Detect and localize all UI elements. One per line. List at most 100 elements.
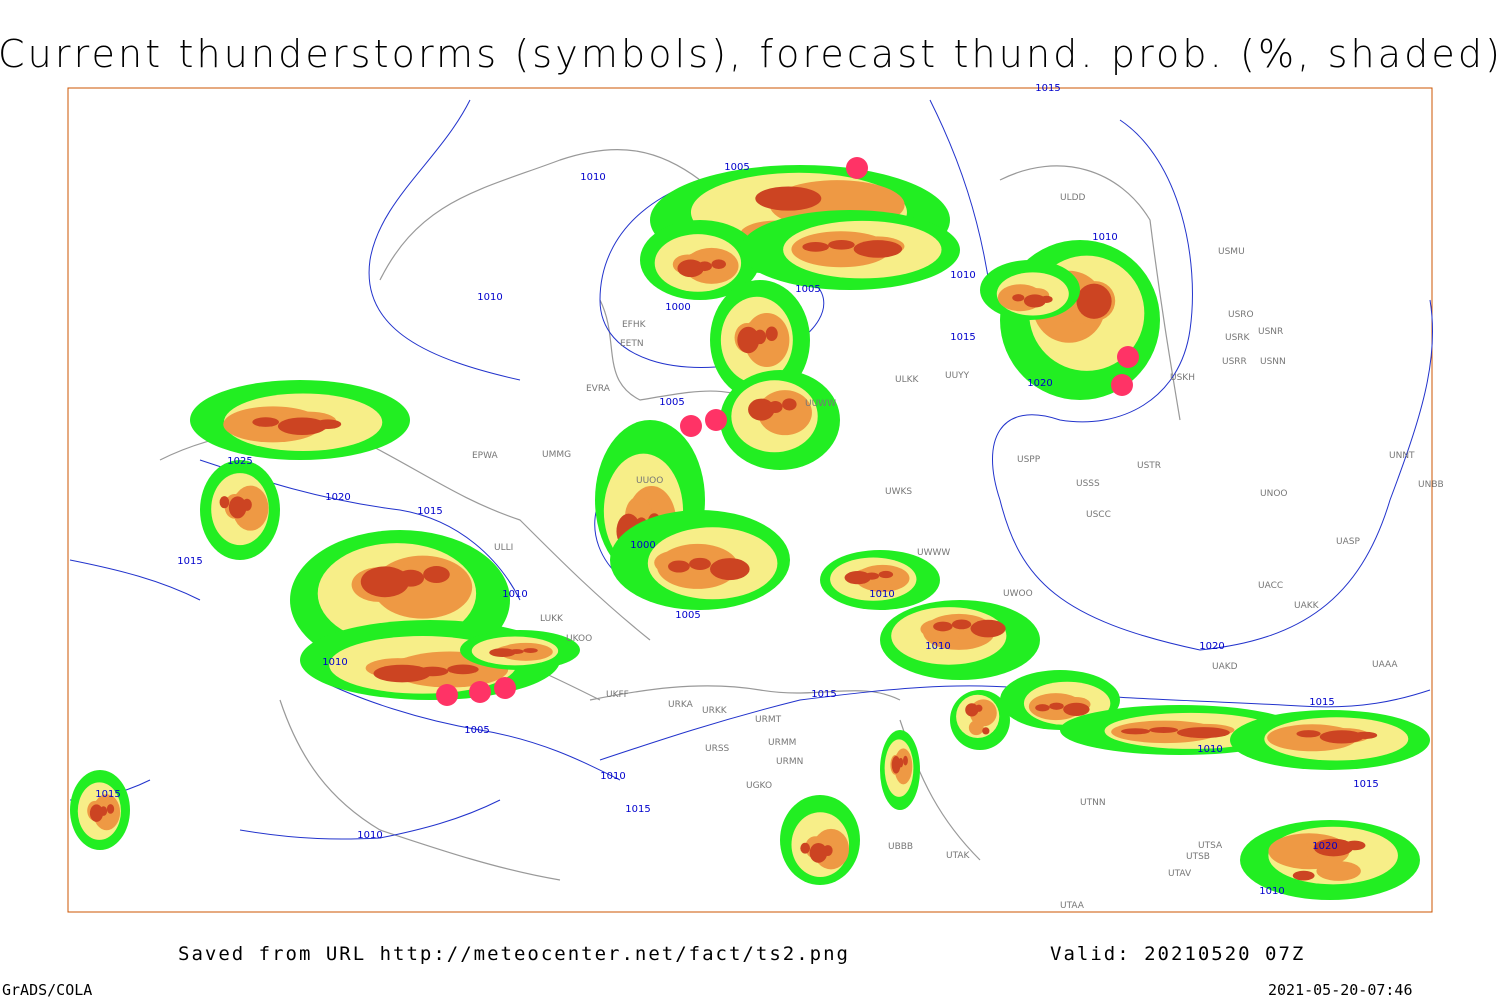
station-label: UTNN xyxy=(1080,798,1106,808)
station-label: UTSA xyxy=(1198,841,1223,851)
isobar-label: 1015 xyxy=(625,804,650,815)
station-label: USCC xyxy=(1086,510,1111,520)
shading-3 xyxy=(219,496,230,509)
station-label: UWWW xyxy=(917,548,950,558)
shading-3 xyxy=(1296,730,1321,738)
isobar-label: 1010 xyxy=(357,830,382,841)
shading-3 xyxy=(314,419,342,429)
station-label: UKFF xyxy=(606,690,629,700)
isobar-label: 1015 xyxy=(1309,697,1334,708)
station-label: ULLI xyxy=(494,543,513,553)
shading-3 xyxy=(828,239,855,250)
station-label: UNOO xyxy=(1260,489,1288,499)
shading-2 xyxy=(1316,861,1361,881)
shading-3 xyxy=(864,572,880,580)
station-label: USRO xyxy=(1228,310,1254,320)
station-label: EETN xyxy=(620,339,644,349)
shading-3 xyxy=(737,326,760,354)
isobar-label: 1000 xyxy=(665,302,690,313)
storm-symbol xyxy=(1111,374,1133,396)
source-url: Saved from URL http://meteocenter.net/fa… xyxy=(178,943,850,965)
shading-3 xyxy=(898,757,904,768)
timestamp: 2021-05-20-07:46 xyxy=(1268,981,1413,999)
isobar-label: 1010 xyxy=(600,771,625,782)
shading-3 xyxy=(242,498,252,511)
isobar-label: 1015 xyxy=(177,556,202,567)
shading-3 xyxy=(975,704,983,712)
shading-3 xyxy=(710,558,750,581)
current-thunderstorm-symbols xyxy=(436,157,1139,706)
shading-3 xyxy=(809,842,828,863)
station-label: UKOO xyxy=(566,634,592,644)
isobar-label: 1010 xyxy=(477,292,502,303)
shading-3 xyxy=(1063,702,1090,716)
shading-3 xyxy=(878,570,894,579)
station-label: URMT xyxy=(755,715,782,725)
station-label: URKA xyxy=(668,700,694,710)
station-label: UAAA xyxy=(1372,660,1398,670)
shading-3 xyxy=(768,400,783,414)
isobar-label: 1010 xyxy=(1197,744,1222,755)
station-label: UAKD xyxy=(1212,662,1238,672)
station-label: URMN xyxy=(776,757,803,767)
station-label: UBBB xyxy=(888,842,913,852)
thunderstorm-probability-shading xyxy=(70,165,1430,900)
station-label: UWKS xyxy=(885,487,912,497)
shading-3 xyxy=(1343,840,1366,851)
isobar-label: 1015 xyxy=(1353,779,1378,790)
isobar-label: 1020 xyxy=(1199,641,1224,652)
shading-3 xyxy=(903,755,908,766)
storm-symbol xyxy=(494,677,516,699)
isobar-label: 1010 xyxy=(1092,232,1117,243)
station-label: LUKK xyxy=(540,614,564,624)
isobar-label: 1000 xyxy=(630,540,655,551)
shading-3 xyxy=(697,261,712,272)
shading-3 xyxy=(933,621,953,632)
storm-symbol xyxy=(705,409,727,431)
shading-3 xyxy=(844,571,871,585)
station-label: UWOO xyxy=(1003,589,1033,599)
isobar-label: 1020 xyxy=(325,492,350,503)
shading-3 xyxy=(1353,731,1378,739)
station-label: EPWA xyxy=(472,451,499,461)
title: Current thunderstorms (symbols), forecas… xyxy=(0,32,1500,76)
isobar-label: 1015 xyxy=(417,506,442,517)
storm-symbol xyxy=(680,415,702,437)
shading-3 xyxy=(689,557,711,570)
isobar-label: 1020 xyxy=(1312,841,1337,852)
isobar-label: 1010 xyxy=(950,270,975,281)
isobar-label: 1015 xyxy=(95,789,120,800)
shading-2 xyxy=(980,704,996,720)
shading-3 xyxy=(677,259,704,278)
software: GrADS/COLA xyxy=(2,981,92,999)
shading-3 xyxy=(951,619,972,630)
shading-3 xyxy=(753,329,767,345)
station-label: UTAA xyxy=(1060,901,1085,911)
shading-3 xyxy=(89,804,104,822)
shading-2 xyxy=(968,720,984,736)
shading-3 xyxy=(965,703,979,717)
shading-3 xyxy=(853,240,903,258)
shading-3 xyxy=(711,259,726,269)
isobar-label: 1010 xyxy=(925,641,950,652)
station-label: ULKK xyxy=(895,375,920,385)
station-label: UTSB xyxy=(1186,852,1210,862)
shading-3 xyxy=(668,560,690,573)
station-label: USPP xyxy=(1017,455,1041,465)
station-label: UASP xyxy=(1336,537,1360,547)
shading-3 xyxy=(982,727,990,735)
shading-3 xyxy=(277,417,327,436)
shading-3 xyxy=(416,666,449,677)
station-label: UTAK xyxy=(946,851,971,861)
shading-3 xyxy=(228,496,247,519)
shading-3 xyxy=(822,845,833,856)
shading-3 xyxy=(1040,295,1053,303)
shading-3 xyxy=(1035,704,1050,712)
isobar-label: 1010 xyxy=(580,172,605,183)
shading-3 xyxy=(802,242,829,252)
shading-3 xyxy=(99,806,108,816)
station-label: UNNT xyxy=(1389,451,1415,461)
shading-3 xyxy=(755,186,822,211)
shading-3 xyxy=(252,417,279,427)
shading-3 xyxy=(106,804,115,814)
